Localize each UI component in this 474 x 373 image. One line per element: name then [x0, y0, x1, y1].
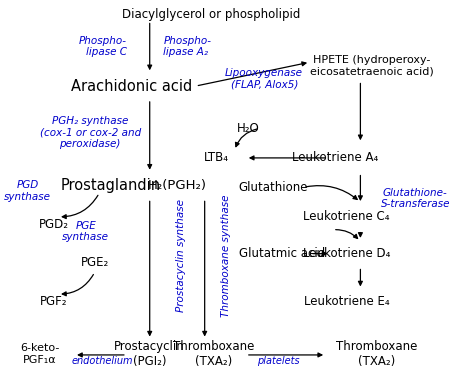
Text: PGD₂: PGD₂ — [38, 218, 69, 231]
Text: Phospho-
lipase C: Phospho- lipase C — [79, 35, 127, 57]
Text: Leukotriene E₄: Leukotriene E₄ — [304, 295, 390, 308]
Text: PGH₂ synthase
(cox-1 or cox-2 and
peroxidase): PGH₂ synthase (cox-1 or cox-2 and peroxi… — [39, 116, 141, 150]
Text: PGF₂: PGF₂ — [40, 295, 67, 308]
Text: 6-keto-
PGF₁α: 6-keto- PGF₁α — [20, 344, 59, 365]
Text: Prostacyclin synthase: Prostacyclin synthase — [176, 199, 186, 312]
Text: endothelium: endothelium — [72, 356, 133, 366]
Text: Diacylglycerol or phospholipid: Diacylglycerol or phospholipid — [122, 8, 301, 21]
Text: Thromboxane
(TXA₂): Thromboxane (TXA₂) — [173, 340, 255, 368]
Text: PGD
synthase: PGD synthase — [4, 180, 51, 202]
Text: Leukotriene D₄: Leukotriene D₄ — [303, 247, 391, 260]
Text: Glutathione: Glutathione — [238, 181, 308, 194]
Text: Prostacyclin
(PGI₂): Prostacyclin (PGI₂) — [114, 340, 185, 368]
Text: LTB₄: LTB₄ — [204, 151, 228, 164]
Text: Lipooxygenase
(FLAP, Alox5): Lipooxygenase (FLAP, Alox5) — [225, 68, 303, 90]
Text: H₂(PGH₂): H₂(PGH₂) — [148, 179, 207, 192]
Text: HPETE (hydroperoxy-
eicosatetraenoic acid): HPETE (hydroperoxy- eicosatetraenoic aci… — [310, 55, 434, 76]
Text: PGE
synthase: PGE synthase — [62, 221, 109, 242]
Text: Glutathione-
S-transferase: Glutathione- S-transferase — [381, 188, 450, 209]
Text: Phospho-
lipase A₂: Phospho- lipase A₂ — [164, 35, 211, 57]
Text: Glutatmic acid: Glutatmic acid — [239, 247, 326, 260]
Text: H₂O: H₂O — [237, 122, 260, 135]
Text: Arachidonic acid: Arachidonic acid — [71, 79, 192, 94]
Text: PGE₂: PGE₂ — [81, 256, 109, 269]
Text: Leukotriene C₄: Leukotriene C₄ — [303, 210, 390, 223]
Text: Leukotriene A₄: Leukotriene A₄ — [292, 151, 378, 164]
Text: Thromboxane
(TXA₂): Thromboxane (TXA₂) — [336, 340, 417, 368]
Text: Thromboxane synthase: Thromboxane synthase — [221, 194, 231, 317]
Text: platelets: platelets — [257, 356, 300, 366]
Text: Prostaglandin: Prostaglandin — [61, 178, 161, 193]
